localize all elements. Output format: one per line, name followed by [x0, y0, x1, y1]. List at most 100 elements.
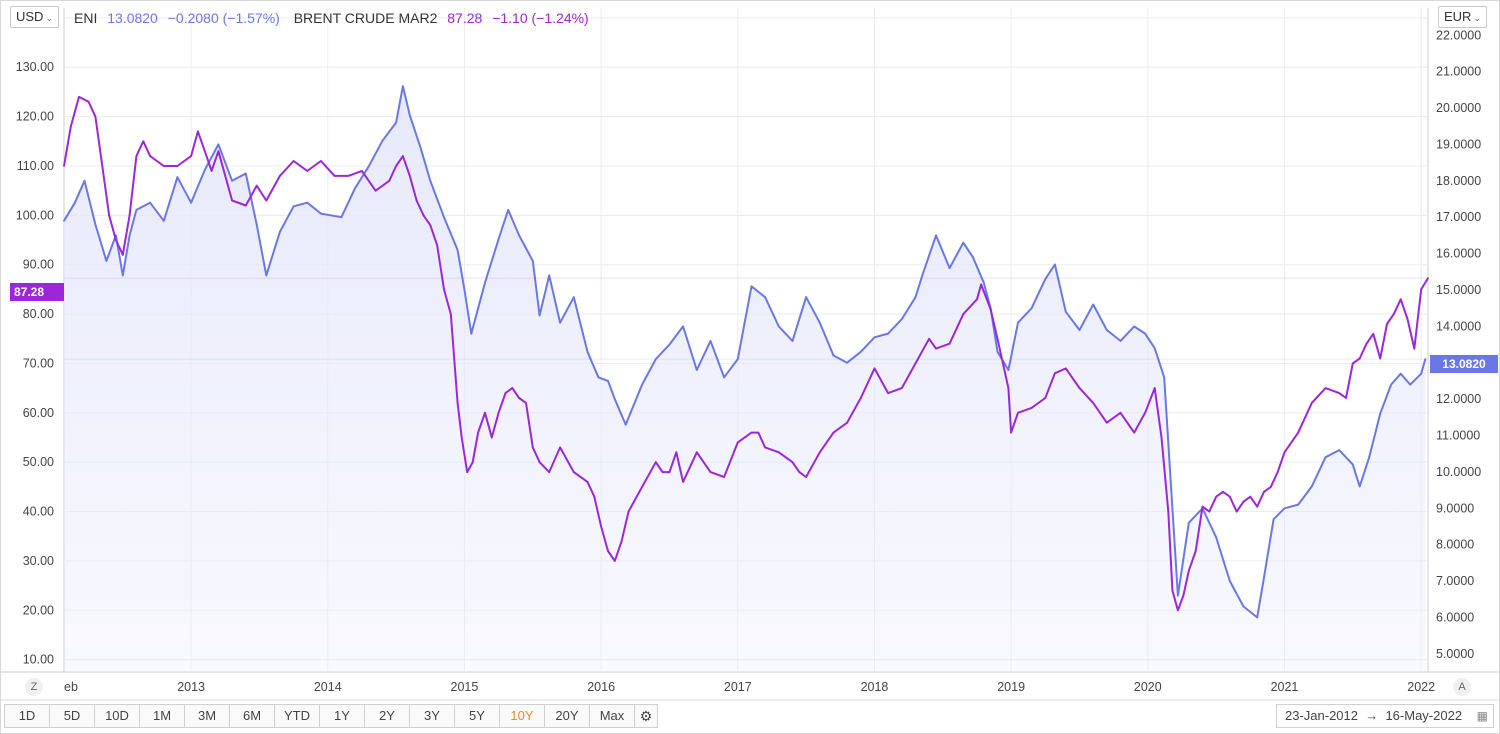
data-point-brent: [422, 214, 425, 217]
data-point-eni: [279, 230, 281, 233]
range-button-1m[interactable]: 1M: [139, 704, 185, 728]
data-point-eni: [1399, 372, 1402, 375]
range-button-10y[interactable]: 10Y: [499, 704, 545, 728]
right-tick-label: 9.0000: [1436, 501, 1474, 515]
data-point-brent: [1283, 451, 1286, 454]
data-point-eni: [1133, 325, 1136, 328]
data-point-eni: [777, 325, 780, 328]
range-button-1y[interactable]: 1Y: [319, 704, 365, 728]
data-point-brent: [1194, 550, 1197, 552]
data-point-brent: [121, 253, 124, 256]
data-point-eni: [1338, 449, 1341, 451]
data-point-eni: [255, 223, 258, 226]
data-point-brent: [620, 540, 623, 543]
range-button-3y[interactable]: 3Y: [409, 704, 455, 728]
data-point-eni: [531, 260, 534, 262]
data-point-brent: [914, 362, 917, 365]
right-tick-label: 17.0000: [1436, 210, 1481, 224]
data-point-eni: [859, 350, 862, 353]
data-point-eni: [805, 296, 807, 299]
data-point-brent: [805, 476, 807, 478]
range-button-3m[interactable]: 3M: [184, 704, 230, 728]
range-button-ytd[interactable]: YTD: [274, 704, 320, 728]
data-point-eni: [1256, 616, 1259, 619]
range-button-2y[interactable]: 2Y: [364, 704, 410, 728]
data-point-eni: [1078, 329, 1081, 331]
data-point-eni: [83, 179, 86, 182]
data-point-eni: [231, 179, 234, 182]
data-point-brent: [69, 125, 72, 128]
data-point-eni: [668, 343, 671, 346]
right-currency-select[interactable]: EUR ⌄: [1438, 6, 1487, 28]
data-point-eni: [736, 358, 739, 360]
range-button-10d[interactable]: 10D: [94, 704, 140, 728]
right-tick-label: 19.0000: [1436, 137, 1481, 151]
gear-icon[interactable]: ⚙: [634, 704, 658, 728]
data-point-brent: [395, 165, 397, 167]
data-point-brent: [593, 495, 596, 498]
data-point-eni: [948, 267, 951, 269]
data-point-brent: [723, 476, 725, 478]
zoom-reset-button[interactable]: Z: [25, 678, 43, 696]
data-point-eni: [695, 369, 698, 371]
data-point-brent: [1256, 505, 1259, 508]
data-point-brent: [798, 471, 801, 473]
data-point-brent: [1345, 397, 1347, 399]
left-tick-label: 60.00: [23, 406, 54, 420]
chevron-down-icon: ⌄: [1473, 13, 1481, 23]
data-point-brent: [135, 155, 138, 158]
left-tick-label: 30.00: [23, 554, 54, 568]
range-button-max[interactable]: Max: [589, 704, 635, 728]
data-point-brent: [1228, 495, 1231, 498]
data-point-brent: [477, 431, 479, 434]
data-point-brent: [162, 165, 165, 167]
data-point-brent: [1119, 411, 1122, 414]
date-range-picker[interactable]: 23-Jan-2012 → 16-May-2022 ▦: [1276, 704, 1494, 728]
data-point-eni: [1119, 340, 1122, 342]
data-point-brent: [1413, 347, 1416, 350]
legend-brent-price: 87.28: [447, 10, 483, 26]
data-point-brent: [935, 347, 937, 350]
left-currency-label: USD: [16, 9, 44, 24]
data-point-brent: [1406, 318, 1409, 320]
data-point-brent: [1269, 486, 1272, 488]
range-button-20y[interactable]: 20Y: [544, 704, 590, 728]
data-point-eni: [1358, 485, 1361, 488]
data-point-brent: [996, 337, 999, 340]
data-point-brent: [108, 214, 110, 217]
range-button-5d[interactable]: 5D: [49, 704, 95, 728]
data-point-brent: [613, 560, 616, 562]
data-point-brent: [1064, 367, 1067, 370]
data-point-eni: [1272, 518, 1275, 521]
data-point-brent: [1044, 397, 1047, 399]
data-point-eni: [484, 281, 486, 284]
legend-brent-change: −1.10 (−1.24%): [492, 10, 589, 26]
legend-brent-name: BRENT CRUDE MAR2: [293, 10, 438, 26]
data-point-brent: [1276, 471, 1279, 473]
data-point-brent: [900, 387, 903, 389]
data-point-brent: [1427, 277, 1429, 279]
auto-scale-button[interactable]: A: [1453, 678, 1471, 696]
data-point-brent: [1242, 500, 1245, 503]
data-point-eni: [1171, 507, 1174, 510]
range-button-1d[interactable]: 1D: [4, 704, 50, 728]
range-button-5y[interactable]: 5Y: [454, 704, 500, 728]
right-tick-label: 14.0000: [1436, 319, 1481, 333]
data-point-brent: [244, 204, 247, 207]
chevron-down-icon: ⌄: [45, 13, 53, 23]
range-button-6m[interactable]: 6M: [229, 704, 275, 728]
data-point-eni: [176, 176, 179, 179]
left-currency-select[interactable]: USD ⌄: [10, 6, 59, 28]
data-point-brent: [1208, 510, 1211, 513]
data-point-eni: [1379, 412, 1382, 415]
data-point-brent: [641, 486, 643, 488]
data-point-brent: [1144, 411, 1146, 414]
data-point-brent: [1386, 323, 1388, 325]
data-point-brent: [176, 165, 179, 167]
right-tick-label: 5.0000: [1436, 647, 1474, 661]
data-point-brent: [1177, 609, 1179, 612]
data-point-brent: [948, 342, 951, 345]
data-point-brent: [87, 100, 90, 103]
data-point-eni: [709, 340, 712, 342]
